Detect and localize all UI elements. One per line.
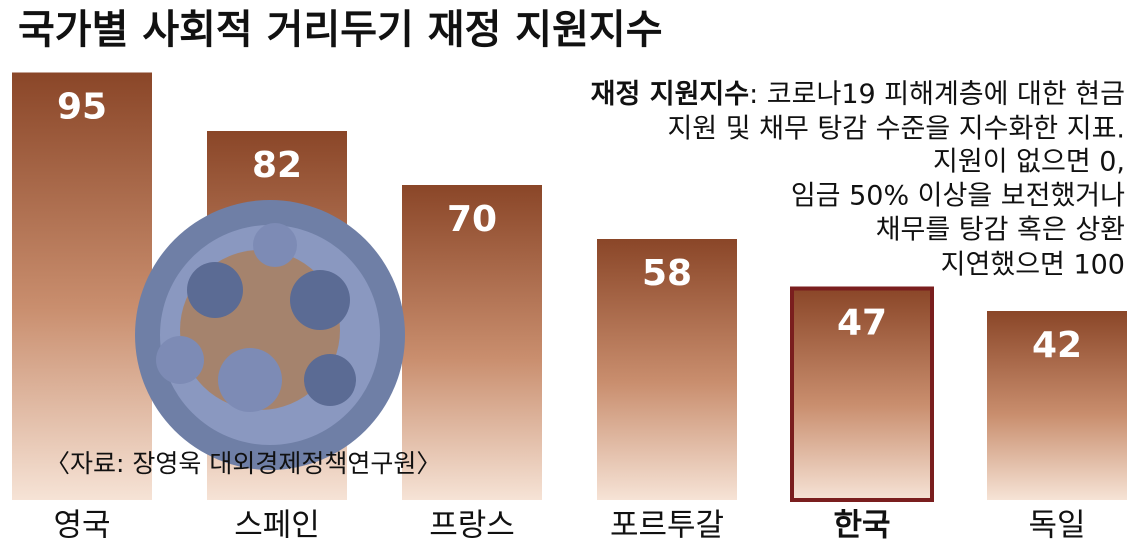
category-label: 포르투갈: [610, 508, 724, 544]
value-label: 58: [642, 253, 692, 294]
note-line: 지원이 없으면 0,: [933, 147, 1125, 178]
value-label: 42: [1032, 325, 1082, 366]
note-line: 지연했으면 100: [941, 250, 1125, 281]
value-label: 47: [837, 303, 887, 344]
category-label: 프랑스: [429, 508, 515, 544]
note-text: : 코로나19 피해계층에 대한 현금: [749, 79, 1125, 110]
category-label: 한국: [833, 508, 890, 544]
chart-title: 국가별 사회적 거리두기 재정 지원지수: [18, 7, 663, 53]
value-label: 70: [447, 199, 497, 240]
note-label: 재정 지원지수: [591, 79, 749, 110]
value-label: 95: [57, 87, 107, 128]
source: 〈자료: 장영욱 대외경제정책연구원〉: [45, 449, 441, 478]
category-label: 독일: [1028, 508, 1085, 544]
bar: [790, 286, 934, 502]
note-line: 지원 및 채무 탕감 수준을 지수화한 지표.: [667, 114, 1125, 145]
value-label: 82: [252, 145, 302, 186]
bar: [402, 185, 542, 500]
bar: [597, 239, 737, 500]
bar: [12, 72, 152, 500]
category-label: 스페인: [234, 508, 320, 544]
note-line: 재정 지원지수: 코로나19 피해계층에 대한 현금: [591, 79, 1125, 110]
virus-illustration: [135, 200, 405, 470]
note-line: 임금 50% 이상을 보전했거나: [791, 181, 1125, 212]
note-line: 채무를 탕감 혹은 상환: [876, 215, 1125, 246]
bar: [987, 311, 1127, 500]
category-label: 영국: [53, 508, 110, 544]
note: 재정 지원지수: 코로나19 피해계층에 대한 현금 지원 및 채무 탕감 수준…: [591, 79, 1125, 281]
